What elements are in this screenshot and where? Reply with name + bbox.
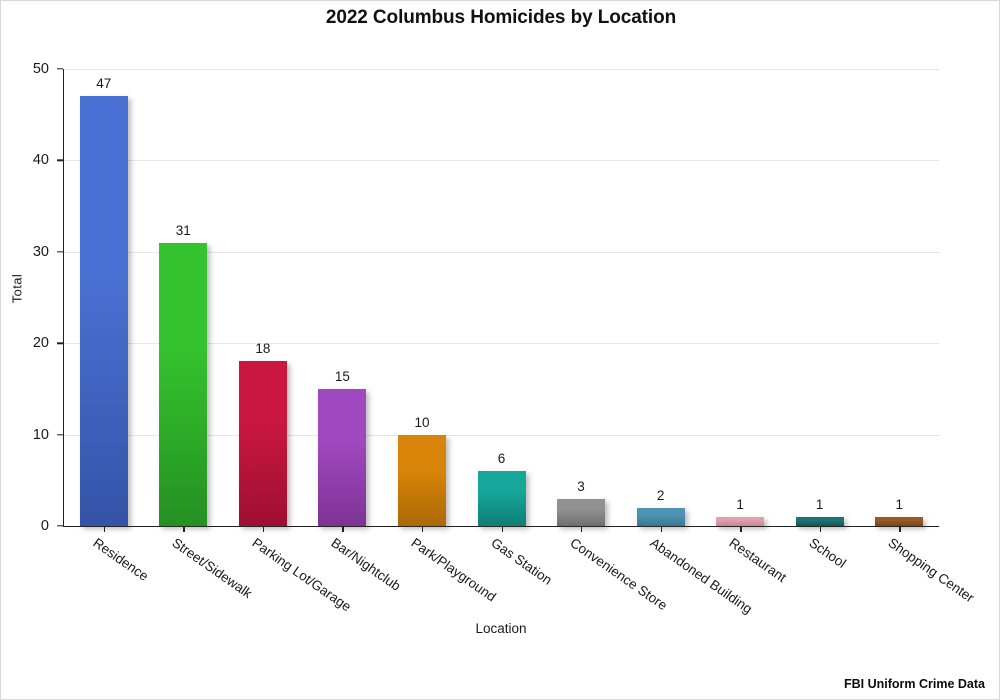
bar[interactable] <box>557 498 606 526</box>
bar[interactable] <box>716 516 765 526</box>
y-tick-mark <box>57 68 63 70</box>
x-axis-label: Park/Playground <box>408 535 499 605</box>
bar-group[interactable]: 15 <box>318 69 367 526</box>
x-tick-mark <box>581 526 583 532</box>
y-tick-mark <box>57 342 63 344</box>
bar-group[interactable]: 1 <box>795 69 844 526</box>
gridline <box>64 251 939 253</box>
bar[interactable] <box>238 361 287 526</box>
plot-area: 47 31 18 15 10 6 3 2 1 1 1 <box>63 69 939 532</box>
x-tick-mark <box>899 526 901 532</box>
bar-group[interactable]: 3 <box>557 69 606 526</box>
x-axis-label: Gas Station <box>487 535 555 588</box>
y-tick-label: 10 <box>32 426 49 443</box>
bar-group[interactable]: 47 <box>79 69 128 526</box>
x-axis-label: Street/Sidewalk <box>169 535 256 602</box>
bar-group[interactable]: 10 <box>397 69 446 526</box>
bar-value-label: 15 <box>334 368 350 384</box>
chart-title: 2022 Columbus Homicides by Location <box>325 7 677 28</box>
bar-value-label: 1 <box>815 496 824 512</box>
bar-group[interactable]: 2 <box>636 69 685 526</box>
bar-value-label: 18 <box>255 341 271 357</box>
bar-value-label: 2 <box>656 487 665 503</box>
bar-value-label: 31 <box>175 222 191 238</box>
gridline <box>64 343 939 345</box>
bar-value-label: 1 <box>895 496 903 512</box>
x-axis-label: School <box>806 535 849 571</box>
x-axis-label: Residence <box>90 535 152 584</box>
y-tick-label: 40 <box>32 152 49 169</box>
bar-group[interactable]: 31 <box>159 69 208 526</box>
x-tick-mark <box>342 526 344 532</box>
y-tick-label: 0 <box>40 518 49 534</box>
bar[interactable] <box>477 471 526 526</box>
x-axis-label: Restaurant <box>726 535 790 586</box>
source-note: FBI Uniform Crime Data <box>844 677 985 691</box>
y-tick-mark <box>57 251 63 253</box>
bar-value-label: 10 <box>414 414 430 430</box>
x-axis-label: Bar/Nightclub <box>328 535 404 594</box>
x-axis-category-labels: Residence Street/Sidewalk Parking Lot/Gara… <box>63 535 977 621</box>
bar[interactable] <box>318 388 367 526</box>
x-tick-mark <box>501 526 503 532</box>
bar-group[interactable]: 1 <box>716 69 765 526</box>
bar-group[interactable]: 6 <box>477 69 526 526</box>
bar[interactable] <box>636 507 685 526</box>
x-tick-mark <box>262 526 265 532</box>
gridline <box>64 69 939 70</box>
bar[interactable] <box>875 516 924 526</box>
gridline <box>64 434 939 436</box>
bar[interactable] <box>795 516 844 526</box>
bar[interactable] <box>397 434 446 526</box>
x-axis-title: Location <box>475 621 527 636</box>
x-tick-mark <box>819 526 822 532</box>
gridline <box>64 160 939 162</box>
bar-value-label: 47 <box>96 76 112 92</box>
x-axis-label: Shopping Center <box>885 535 978 606</box>
y-tick-mark <box>57 159 63 162</box>
y-tick-label: 20 <box>32 335 49 352</box>
x-tick-mark <box>740 526 742 532</box>
y-tick-mark <box>57 525 63 527</box>
x-tick-mark <box>660 526 662 532</box>
x-tick-mark <box>183 526 185 532</box>
x-tick-mark <box>421 526 424 532</box>
y-tick-label: 30 <box>32 243 49 260</box>
y-axis-tick-labels: 0 10 20 30 40 50 <box>1 61 63 534</box>
bar-value-label: 6 <box>497 451 506 467</box>
bar-group[interactable]: 1 <box>875 69 924 526</box>
bar-value-label: 3 <box>577 478 585 494</box>
y-tick-mark <box>57 433 63 436</box>
y-tick-label: 50 <box>32 61 49 77</box>
bar-value-label: 1 <box>736 496 744 512</box>
x-tick-mark <box>103 526 106 532</box>
bar[interactable] <box>159 242 208 526</box>
bar[interactable] <box>79 96 128 526</box>
bar-group[interactable]: 18 <box>238 69 287 526</box>
